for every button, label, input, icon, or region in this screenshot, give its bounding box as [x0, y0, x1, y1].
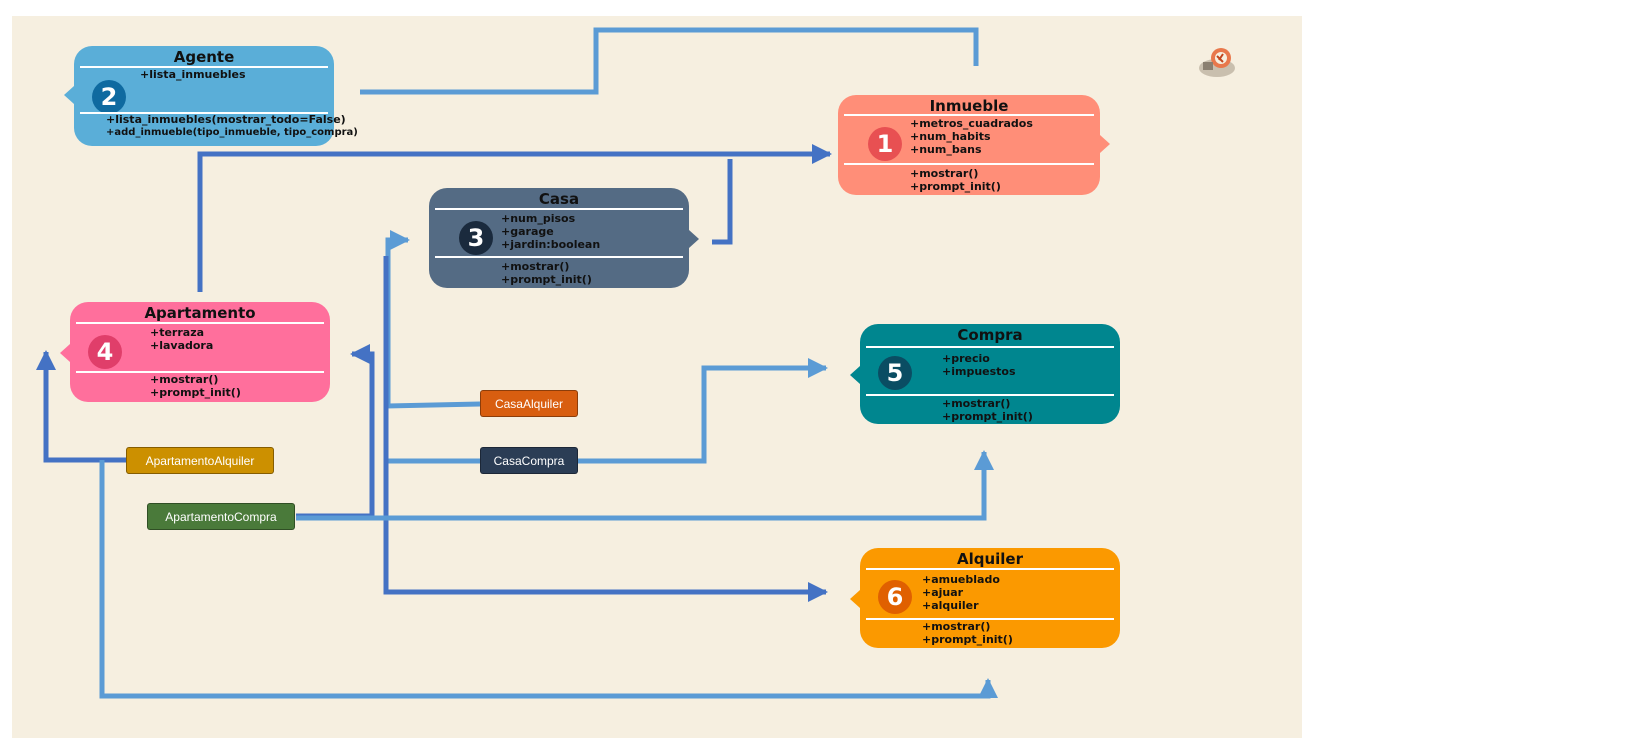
- method: +prompt_init(): [922, 633, 1013, 646]
- divider: [844, 163, 1094, 165]
- class-title: Alquiler: [956, 550, 1024, 568]
- class-inmueble: Inmueble 1 +metros_cuadrados +num_habits…: [838, 95, 1110, 195]
- attributes: +precio +impuestos: [942, 352, 1016, 378]
- badge-number: 6: [878, 580, 912, 614]
- pointer-right: [689, 230, 699, 248]
- tag-casa-alquiler: CasaAlquiler: [480, 390, 578, 417]
- badge-number: 5: [878, 356, 912, 390]
- attribute: +num_bans: [910, 143, 982, 156]
- method: +prompt_init(): [501, 273, 592, 286]
- method: +mostrar(): [501, 260, 570, 273]
- attribute: +precio: [942, 352, 990, 365]
- divider: [844, 114, 1094, 116]
- method: +mostrar(): [910, 167, 979, 180]
- class-title: Inmueble: [929, 97, 1009, 115]
- class-title: Compra: [957, 326, 1023, 344]
- badge-number: 4: [88, 335, 122, 369]
- class-alquiler: Alquiler 6 +amueblado +ajuar +alquiler +…: [850, 548, 1120, 648]
- methods: +mostrar() +prompt_init(): [942, 397, 1033, 423]
- attribute: +num_pisos: [501, 212, 576, 225]
- apartamento-inmueble-connector: [197, 144, 832, 292]
- method: +lista_inmuebles(mostrar_todo=False): [106, 113, 346, 126]
- divider: [80, 112, 328, 114]
- class-title: Casa: [538, 190, 580, 208]
- connector-lines: [36, 27, 998, 699]
- attribute: +metros_cuadrados: [910, 117, 1033, 130]
- class-title: Agente: [173, 48, 235, 66]
- badge-number: 3: [459, 221, 493, 255]
- badge-number: 2: [92, 80, 126, 114]
- method: +add_inmueble(tipo_inmueble, tipo_compra…: [106, 127, 358, 138]
- divider: [76, 371, 324, 373]
- method: +mostrar(): [150, 373, 219, 386]
- divider: [76, 322, 324, 324]
- methods: +mostrar() +prompt_init(): [501, 260, 592, 286]
- tag-apartamento-alquiler: ApartamentoAlquiler: [126, 447, 274, 474]
- apartamentocompra-compra-connector: [296, 450, 994, 521]
- methods: +mostrar() +prompt_init(): [150, 373, 241, 399]
- method: +mostrar(): [942, 397, 1011, 410]
- class-agente: Agente +lista_inmuebles 2 +lista_inmuebl…: [64, 46, 358, 146]
- divider: [866, 346, 1114, 348]
- divider: [435, 256, 683, 258]
- casaalquiler-alquiler-connector: [383, 256, 828, 602]
- badge-number: 1: [868, 127, 902, 161]
- class-title: Apartamento: [144, 304, 256, 322]
- attribute: +terraza: [150, 326, 205, 339]
- attribute: +garage: [501, 225, 554, 238]
- method: +prompt_init(): [150, 386, 241, 399]
- class-casa: Casa 3 +num_pisos +garage +jardin:boolea…: [429, 188, 699, 288]
- attribute: +alquiler: [922, 599, 979, 612]
- attributes: +lista_inmuebles: [140, 68, 246, 81]
- attribute: +amueblado: [922, 573, 1000, 586]
- attribute: +lavadora: [150, 339, 214, 352]
- casa-inmueble-connector: [712, 159, 733, 245]
- attributes: +terraza +lavadora: [150, 326, 213, 352]
- attribute: +lista_inmuebles: [140, 68, 246, 81]
- method: +prompt_init(): [910, 180, 1001, 193]
- attributes: +amueblado +ajuar +alquiler: [922, 573, 1000, 612]
- logo-icon: [1199, 48, 1235, 77]
- divider: [866, 618, 1114, 620]
- methods: +mostrar() +prompt_init(): [922, 620, 1013, 646]
- divider: [80, 66, 328, 68]
- apartamentoalquiler-alquiler-connector: [99, 460, 998, 699]
- casacompra-compra-connector: [578, 358, 828, 464]
- attribute: +impuestos: [942, 365, 1016, 378]
- class-compra: Compra 5 +precio +impuestos +mostrar() +…: [850, 324, 1120, 424]
- attribute: +ajuar: [922, 586, 964, 599]
- method: +prompt_init(): [942, 410, 1033, 423]
- divider: [435, 208, 683, 210]
- attributes: +num_pisos +garage +jardin:boolean: [501, 212, 600, 251]
- diagram-canvas: Agente +lista_inmuebles 2 +lista_inmuebl…: [12, 16, 1302, 738]
- attribute: +jardin:boolean: [501, 238, 601, 251]
- apartamentoalquiler-apartamento-connector: [36, 350, 126, 463]
- pointer-left: [60, 344, 70, 362]
- methods: +mostrar() +prompt_init(): [910, 167, 1001, 193]
- divider: [866, 394, 1114, 396]
- class-apartamento: Apartamento 4 +terraza +lavadora +mostra…: [60, 302, 330, 402]
- pointer-left: [850, 366, 860, 384]
- agente-inmueble-connector: [360, 27, 979, 95]
- tag-casa-compra: CasaCompra: [480, 447, 578, 474]
- methods: +lista_inmuebles(mostrar_todo=False) +ad…: [106, 113, 358, 139]
- pointer-right: [1100, 135, 1110, 153]
- pointer-left: [64, 86, 74, 104]
- attribute: +num_habits: [910, 130, 991, 143]
- tag-apartamento-compra: ApartamentoCompra: [147, 503, 295, 530]
- pointer-left: [850, 590, 860, 608]
- divider: [866, 568, 1114, 570]
- attributes: +metros_cuadrados +num_habits +num_bans: [910, 117, 1033, 156]
- method: +mostrar(): [922, 620, 991, 633]
